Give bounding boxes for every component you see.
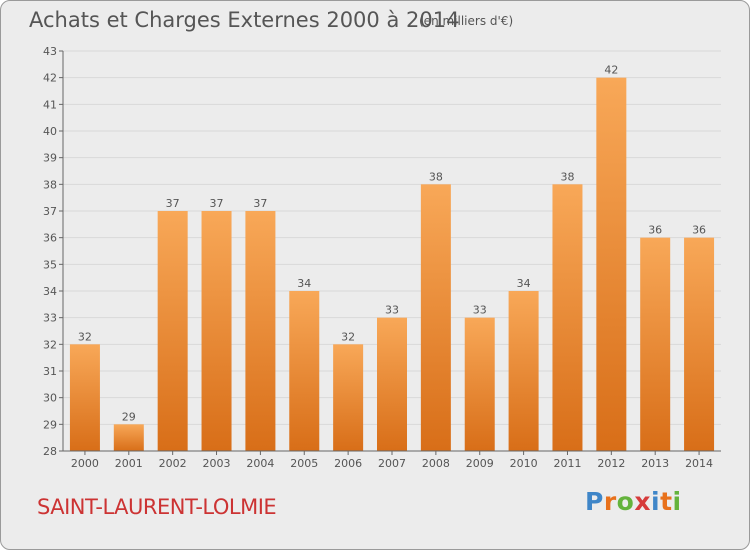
bar-2009 — [464, 317, 495, 451]
proxiti-logo: Proxiti — [585, 487, 682, 516]
y-tick-label: 42 — [43, 72, 57, 85]
data-labels: 32 29 37 37 37 34 32 33 38 33 34 38 42 36 36 — [78, 64, 706, 424]
data-label-2002: 37 — [166, 197, 180, 210]
y-tick-label: 36 — [43, 232, 57, 245]
data-label-2004: 37 — [253, 197, 267, 210]
x-tick-label-2012: 2012 — [597, 457, 625, 470]
y-tick-label: 28 — [43, 445, 57, 458]
x-tick-label-2003: 2003 — [203, 457, 231, 470]
x-tick-label-2004: 2004 — [246, 457, 274, 470]
bar-2001 — [113, 424, 144, 451]
y-tick-label: 29 — [43, 418, 57, 431]
y-tick-label: 30 — [43, 392, 57, 405]
data-label-2003: 37 — [210, 197, 224, 210]
x-tick-label-2002: 2002 — [159, 457, 187, 470]
logo-letter: i — [672, 487, 682, 516]
bar-2004 — [245, 211, 276, 451]
x-tick-label-2000: 2000 — [71, 457, 99, 470]
x-tick-label-2006: 2006 — [334, 457, 362, 470]
chart-title: Achats et Charges Externes 2000 à 2014 — [29, 8, 460, 32]
bar-2006 — [333, 344, 364, 451]
data-label-2000: 32 — [78, 330, 92, 343]
bar-2011 — [552, 184, 583, 452]
data-label-2006: 32 — [341, 330, 355, 343]
place-name: SAINT-LAURENT-LOLMIE — [37, 495, 277, 519]
data-label-2011: 38 — [560, 170, 574, 183]
y-tick-label: 33 — [43, 312, 57, 325]
x-tick-label-2008: 2008 — [422, 457, 450, 470]
bar-2005 — [289, 291, 320, 451]
y-tick-label: 34 — [43, 285, 57, 298]
y-tick-label: 43 — [43, 45, 57, 58]
data-label-2012: 42 — [604, 64, 618, 77]
x-tick-label-2011: 2011 — [553, 457, 581, 470]
data-label-2010: 34 — [517, 277, 531, 290]
data-label-2009: 33 — [473, 304, 487, 317]
data-label-2014: 36 — [692, 224, 706, 237]
chart-unit-note: (en milliers d'€) — [419, 14, 514, 28]
data-label-2007: 33 — [385, 304, 399, 317]
bar-2007 — [377, 317, 407, 451]
bar-2003 — [201, 211, 232, 451]
bar-2010 — [508, 291, 539, 451]
logo-letter: r — [603, 487, 617, 516]
x-tick-label-2013: 2013 — [641, 457, 669, 470]
x-tick-label-2005: 2005 — [290, 457, 318, 470]
y-tick-label: 40 — [43, 125, 57, 138]
x-tick-label-2014: 2014 — [685, 457, 713, 470]
y-tick-label: 32 — [43, 338, 57, 351]
bars — [69, 77, 715, 452]
y-tick-label: 38 — [43, 178, 57, 191]
axes: 28 29 30 31 32 33 34 35 36 37 38 39 40 41 42 43 2000 2001… — [43, 45, 721, 470]
logo-letter: o — [616, 487, 635, 516]
x-tick-label-2001: 2001 — [115, 457, 143, 470]
y-tick-label: 31 — [43, 365, 57, 378]
bar-2002 — [157, 211, 188, 451]
bar-2014 — [684, 237, 715, 451]
x-tick-label-2007: 2007 — [378, 457, 406, 470]
data-label-2013: 36 — [648, 224, 662, 237]
logo-letter: i — [651, 487, 661, 516]
logo-letter: t — [660, 487, 673, 516]
y-tick-label: 37 — [43, 205, 57, 218]
bar-2013 — [640, 237, 671, 451]
data-label-2005: 34 — [297, 277, 311, 290]
logo-letter: x — [634, 487, 651, 516]
bar-2008 — [420, 184, 451, 452]
logo-letter: P — [585, 487, 604, 516]
bar-2012 — [596, 77, 627, 452]
data-label-2008: 38 — [429, 170, 443, 183]
x-tick-label-2009: 2009 — [466, 457, 494, 470]
x-tick-label-2010: 2010 — [510, 457, 538, 470]
bar-2000 — [69, 344, 100, 451]
y-tick-label: 41 — [43, 98, 57, 111]
data-label-2001: 29 — [122, 410, 136, 423]
y-tick-label: 35 — [43, 258, 57, 271]
y-tick-label: 39 — [43, 152, 57, 165]
